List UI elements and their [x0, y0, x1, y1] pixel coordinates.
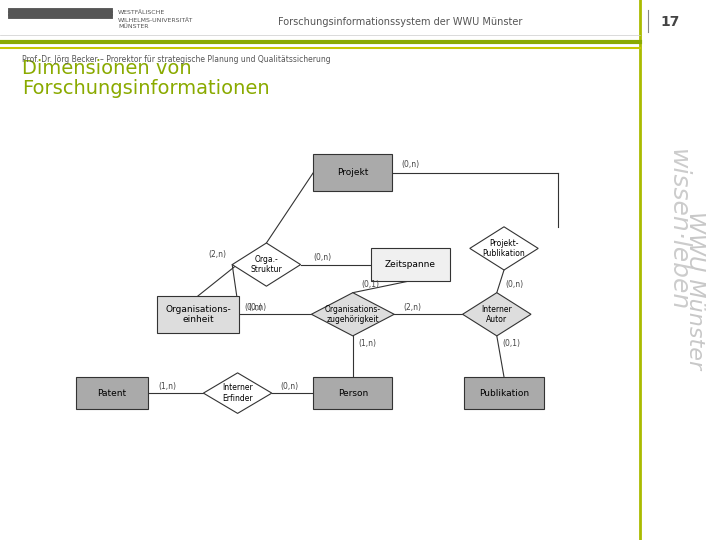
Text: MÜNSTER: MÜNSTER [118, 24, 148, 30]
Bar [371, 248, 450, 281]
Text: (2,n): (2,n) [208, 250, 226, 259]
Text: WILHELMS-UNIVERSITÄT: WILHELMS-UNIVERSITÄT [118, 17, 194, 23]
Polygon shape [204, 373, 272, 414]
Text: Interner
Autor: Interner Autor [482, 305, 512, 324]
Text: Publikation: Publikation [479, 389, 529, 397]
Text: (1,n): (1,n) [359, 339, 377, 348]
Text: (0,n): (0,n) [248, 303, 266, 312]
Text: (0,1): (0,1) [362, 280, 380, 289]
Text: (0,n): (0,n) [244, 303, 263, 312]
Polygon shape [462, 293, 531, 336]
Text: Interner
Erfinder: Interner Erfinder [222, 383, 253, 403]
Bar [157, 296, 240, 333]
Polygon shape [232, 243, 301, 286]
Text: (0,n): (0,n) [313, 253, 332, 262]
Text: Organisations-
zugehörigkeit: Organisations- zugehörigkeit [325, 305, 381, 324]
Text: wissen·leben: wissen·leben [666, 149, 690, 311]
Bar [313, 377, 392, 409]
Text: (2,n): (2,n) [403, 303, 421, 312]
Bar [313, 154, 392, 191]
Text: Person: Person [338, 389, 368, 397]
Text: Orga.-
Struktur: Orga.- Struktur [251, 255, 282, 274]
Polygon shape [469, 227, 538, 270]
Text: Dimensionen von: Dimensionen von [22, 58, 192, 78]
Text: Projekt-
Publikation: Projekt- Publikation [482, 239, 526, 258]
Text: WESTFÄLISCHE: WESTFÄLISCHE [118, 10, 166, 16]
Text: Patent: Patent [97, 389, 126, 397]
Text: (0,n): (0,n) [281, 382, 299, 390]
Text: (0,1): (0,1) [503, 339, 521, 348]
Polygon shape [312, 293, 395, 336]
Bar [76, 377, 148, 409]
Text: Zeitspanne: Zeitspanne [385, 260, 436, 269]
Text: WWU Münster: WWU Münster [685, 211, 705, 369]
Bar [464, 377, 544, 409]
Text: (0,n): (0,n) [505, 280, 524, 289]
Text: (1,n): (1,n) [158, 382, 176, 390]
Text: Organisations-
einheit: Organisations- einheit [165, 305, 231, 324]
Text: Projekt: Projekt [337, 168, 369, 177]
Text: (0,n): (0,n) [401, 160, 420, 170]
Text: Prof. Dr. Jörg Becker – Prorektor für strategische Planung und Qualitätssicherun: Prof. Dr. Jörg Becker – Prorektor für st… [22, 56, 330, 64]
Text: Forschungsinformationen: Forschungsinformationen [22, 78, 269, 98]
Text: 17: 17 [660, 15, 680, 29]
Text: Forschungsinformationssystem der WWU Münster: Forschungsinformationssystem der WWU Mün… [278, 17, 522, 27]
